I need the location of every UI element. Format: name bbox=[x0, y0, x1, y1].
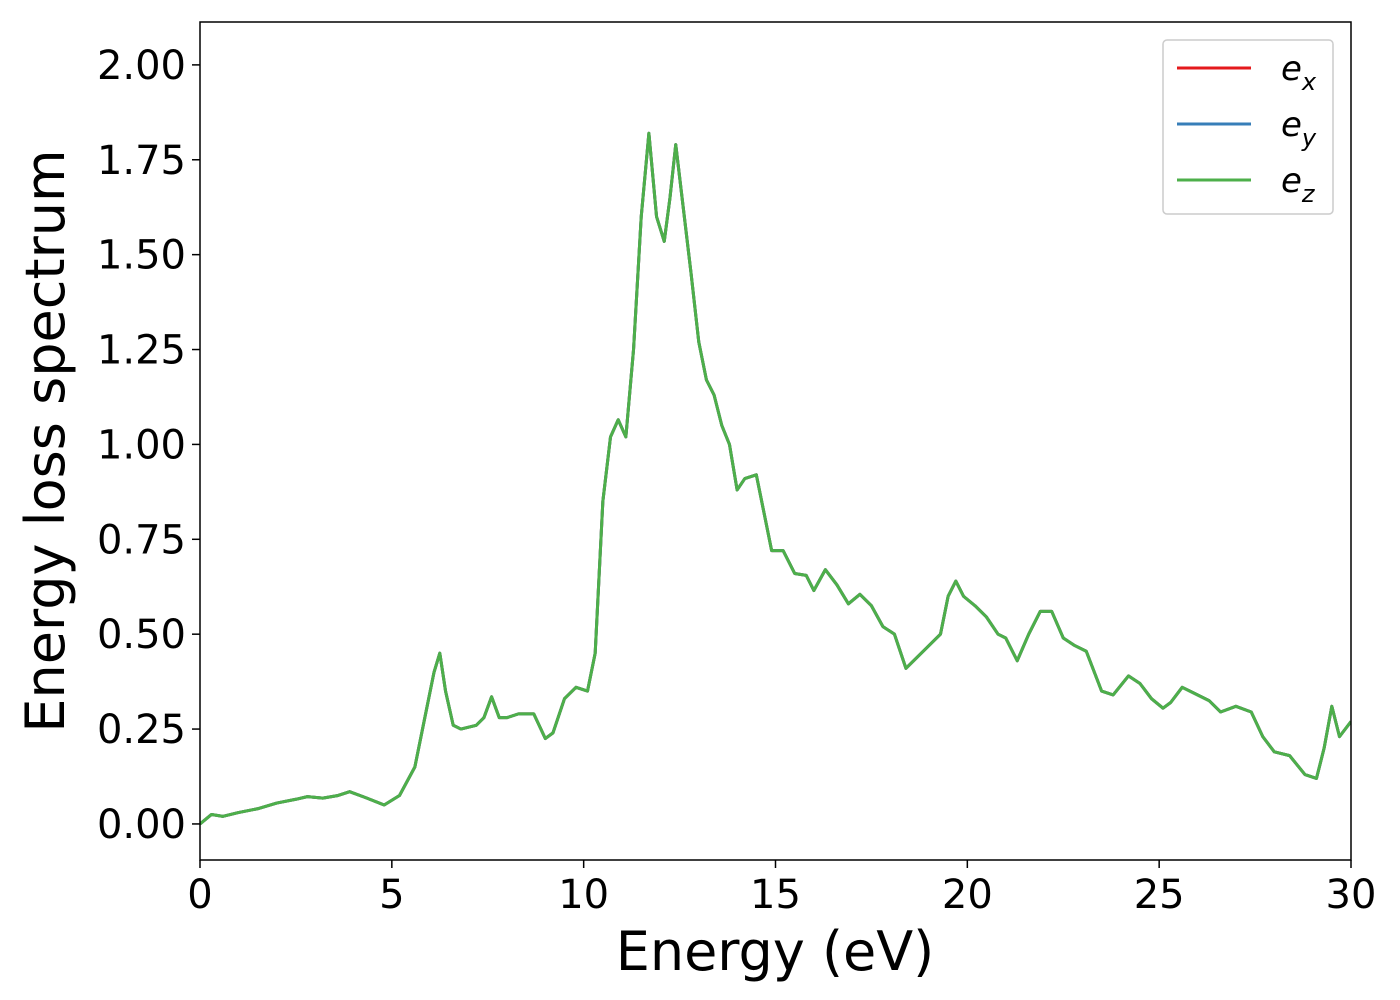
x-tick-label: 0 bbox=[187, 872, 212, 918]
x-axis-label: Energy (eV) bbox=[616, 920, 935, 983]
x-tick-label: 10 bbox=[558, 872, 609, 918]
x-tick-label: 30 bbox=[1326, 872, 1377, 918]
x-tick-label: 20 bbox=[942, 872, 993, 918]
y-tick-label: 0.00 bbox=[97, 802, 186, 848]
y-axis-label: Energy loss spectrum bbox=[14, 149, 77, 732]
y-tick-label: 0.75 bbox=[97, 517, 186, 563]
legend-label: ez bbox=[1281, 161, 1316, 208]
x-tick-label: 25 bbox=[1134, 872, 1185, 918]
series-line bbox=[200, 131, 1351, 826]
y-tick-label: 0.50 bbox=[97, 612, 186, 658]
legend-label: ex bbox=[1281, 49, 1317, 96]
plot-area bbox=[200, 131, 1351, 826]
y-tick-label: 1.75 bbox=[97, 138, 186, 184]
axes-frame bbox=[199, 21, 1352, 861]
legend-label: ey bbox=[1281, 105, 1317, 152]
y-tick-label: 1.25 bbox=[97, 328, 186, 374]
y-tick-label: 1.00 bbox=[97, 422, 186, 468]
y-tick-label: 0.25 bbox=[97, 707, 186, 753]
y-tick-label: 1.50 bbox=[97, 233, 186, 279]
x-tick-label: 5 bbox=[379, 872, 404, 918]
x-tick-label: 15 bbox=[750, 872, 801, 918]
series-line bbox=[200, 131, 1351, 826]
legend-box bbox=[1162, 39, 1334, 215]
series-line bbox=[200, 131, 1351, 826]
y-tick-label: 2.00 bbox=[97, 43, 186, 89]
